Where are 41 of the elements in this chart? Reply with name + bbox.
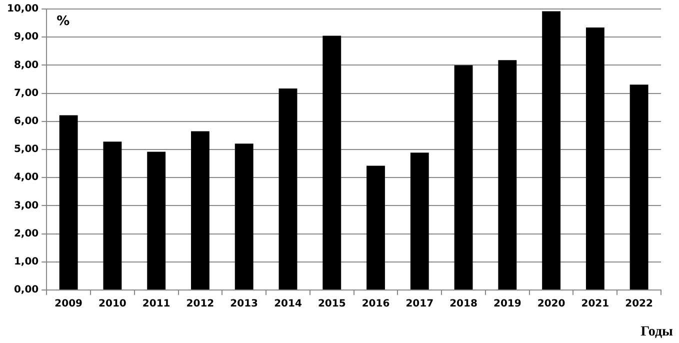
y-tick-label: 7,00 — [14, 88, 39, 99]
y-tick-label: 2,00 — [14, 228, 39, 240]
x-tick-label: 2011 — [142, 298, 170, 310]
x-tick-label: 2014 — [274, 298, 302, 310]
y-tick-label: 9,00 — [14, 32, 39, 43]
y-tick-label: 1,00 — [14, 256, 39, 268]
y-tick-label: 6,00 — [14, 116, 39, 127]
x-tick-label: 2021 — [581, 298, 610, 310]
x-tick-label: 2022 — [625, 298, 654, 310]
bar — [191, 131, 210, 290]
bar — [234, 144, 254, 290]
bar — [103, 142, 122, 290]
x-tick-label: 2009 — [54, 298, 83, 310]
x-tick-label: 2017 — [406, 298, 434, 310]
bar — [498, 60, 517, 290]
x-tick-label: 2019 — [493, 298, 522, 310]
y-tick-label: 3,00 — [14, 200, 39, 212]
bar — [147, 152, 166, 290]
bar — [59, 115, 78, 290]
bar — [454, 65, 473, 290]
bar — [322, 36, 342, 290]
x-tick-label: 2016 — [362, 298, 390, 310]
y-tick-label: 10,00 — [6, 4, 39, 15]
bar — [410, 152, 429, 290]
x-tick-label: 2015 — [318, 298, 346, 310]
y-axis-title: % — [56, 14, 70, 29]
y-tick-label: 8,00 — [14, 60, 39, 71]
bar — [542, 11, 561, 290]
y-tick-label: 0,00 — [14, 284, 39, 296]
x-tick-label: 2013 — [230, 298, 258, 310]
bar — [278, 88, 298, 290]
x-tick-label: 2018 — [450, 298, 478, 310]
x-tick-label: 2020 — [537, 298, 566, 310]
x-tick-label: 2012 — [186, 298, 214, 310]
bar — [630, 84, 648, 290]
x-axis-title: Годы — [640, 324, 674, 340]
y-tick-label: 4,00 — [14, 172, 39, 184]
bar — [366, 166, 385, 290]
x-tick-label: 2010 — [98, 298, 126, 310]
bar — [586, 28, 604, 290]
y-tick-label: 5,00 — [14, 144, 39, 156]
